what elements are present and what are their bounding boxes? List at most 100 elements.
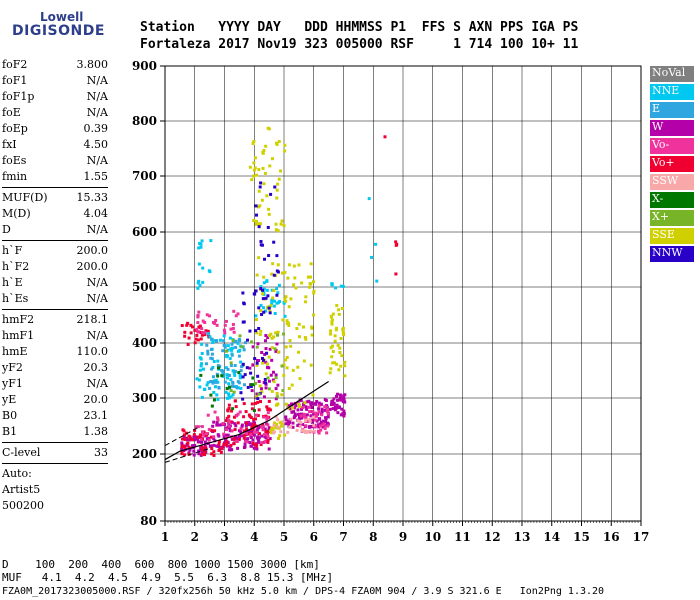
data-point — [291, 406, 295, 410]
data-point — [252, 424, 256, 428]
x-tick-label: 10 — [424, 530, 441, 544]
data-point — [343, 374, 347, 378]
data-point — [209, 444, 213, 448]
data-point — [276, 263, 280, 267]
param-row-foe: foE N/A — [2, 105, 108, 121]
data-point — [219, 423, 223, 427]
y-tick-label: 500 — [132, 280, 157, 294]
data-point — [279, 169, 283, 173]
data-point — [276, 301, 280, 305]
data-point — [211, 365, 215, 369]
param-row-hes: h`Es N/A — [2, 291, 108, 307]
legend-item-noval: NoVal — [650, 66, 694, 82]
data-point — [274, 415, 278, 419]
data-point — [225, 387, 229, 391]
data-point — [213, 339, 217, 343]
data-point — [209, 393, 213, 397]
data-point — [317, 425, 321, 429]
param-separator — [2, 442, 108, 443]
data-point — [311, 393, 315, 397]
data-point — [343, 360, 347, 364]
data-point — [265, 351, 269, 355]
data-point — [288, 339, 292, 343]
data-point — [242, 415, 246, 419]
data-point — [283, 143, 287, 147]
data-point — [257, 379, 261, 383]
data-point — [259, 287, 263, 291]
data-point — [205, 383, 209, 387]
data-point — [325, 431, 329, 435]
data-point — [257, 256, 261, 260]
data-point — [211, 424, 215, 428]
data-point — [296, 365, 300, 369]
data-point — [314, 411, 318, 415]
data-point — [266, 126, 270, 130]
data-point — [294, 404, 298, 408]
data-point — [276, 425, 280, 429]
data-point — [276, 229, 280, 233]
data-point — [222, 343, 226, 347]
data-point — [229, 389, 233, 393]
data-point — [230, 342, 234, 346]
data-point — [197, 246, 201, 250]
data-point — [284, 418, 288, 422]
data-point — [283, 270, 287, 274]
data-point — [264, 372, 268, 376]
autoscale-note: Auto: — [2, 467, 32, 480]
data-point — [312, 313, 316, 317]
data-point — [342, 394, 346, 398]
data-point — [271, 427, 275, 431]
data-point — [251, 438, 255, 442]
data-point — [309, 262, 313, 266]
data-point — [255, 219, 259, 223]
data-point — [222, 435, 226, 439]
data-point — [258, 185, 262, 189]
data-point — [230, 437, 234, 441]
data-point — [335, 403, 339, 407]
data-point — [236, 380, 240, 384]
y-tick-label: 300 — [132, 391, 157, 405]
data-point — [216, 366, 220, 370]
param-value: 218.1 — [76, 313, 109, 326]
data-point — [224, 349, 228, 353]
data-point — [194, 337, 198, 341]
data-point — [180, 445, 184, 449]
data-point — [284, 358, 288, 362]
data-point — [197, 452, 201, 456]
data-point — [336, 343, 340, 347]
data-point — [252, 433, 256, 437]
data-point — [335, 362, 339, 366]
data-point — [222, 339, 226, 343]
data-point — [338, 395, 342, 399]
data-point — [222, 334, 226, 338]
data-point — [270, 288, 274, 292]
data-point — [225, 355, 229, 359]
data-point — [218, 446, 222, 450]
data-point — [230, 384, 234, 388]
data-point — [314, 402, 318, 406]
data-point — [337, 368, 341, 372]
y-tick-label: 80 — [140, 514, 157, 528]
data-point — [317, 423, 321, 427]
param-row-hmf1: hmF1 N/A — [2, 328, 108, 344]
data-point — [254, 204, 258, 208]
data-point — [284, 299, 288, 303]
data-point — [210, 367, 214, 371]
param-key: B0 — [2, 409, 18, 422]
data-point — [224, 419, 228, 423]
x-tick-label: 8 — [369, 530, 377, 544]
param-row-clevel: C-level 33 — [2, 445, 108, 461]
data-point — [374, 242, 378, 246]
data-point — [182, 444, 186, 448]
data-point — [270, 358, 274, 362]
data-point — [277, 283, 281, 287]
data-point — [211, 381, 215, 385]
data-point — [230, 429, 234, 433]
data-point — [261, 151, 265, 155]
data-point — [206, 352, 210, 356]
data-point — [278, 434, 282, 438]
data-point — [330, 322, 334, 326]
data-point — [266, 225, 270, 229]
data-point — [204, 329, 208, 333]
data-point — [227, 396, 231, 400]
